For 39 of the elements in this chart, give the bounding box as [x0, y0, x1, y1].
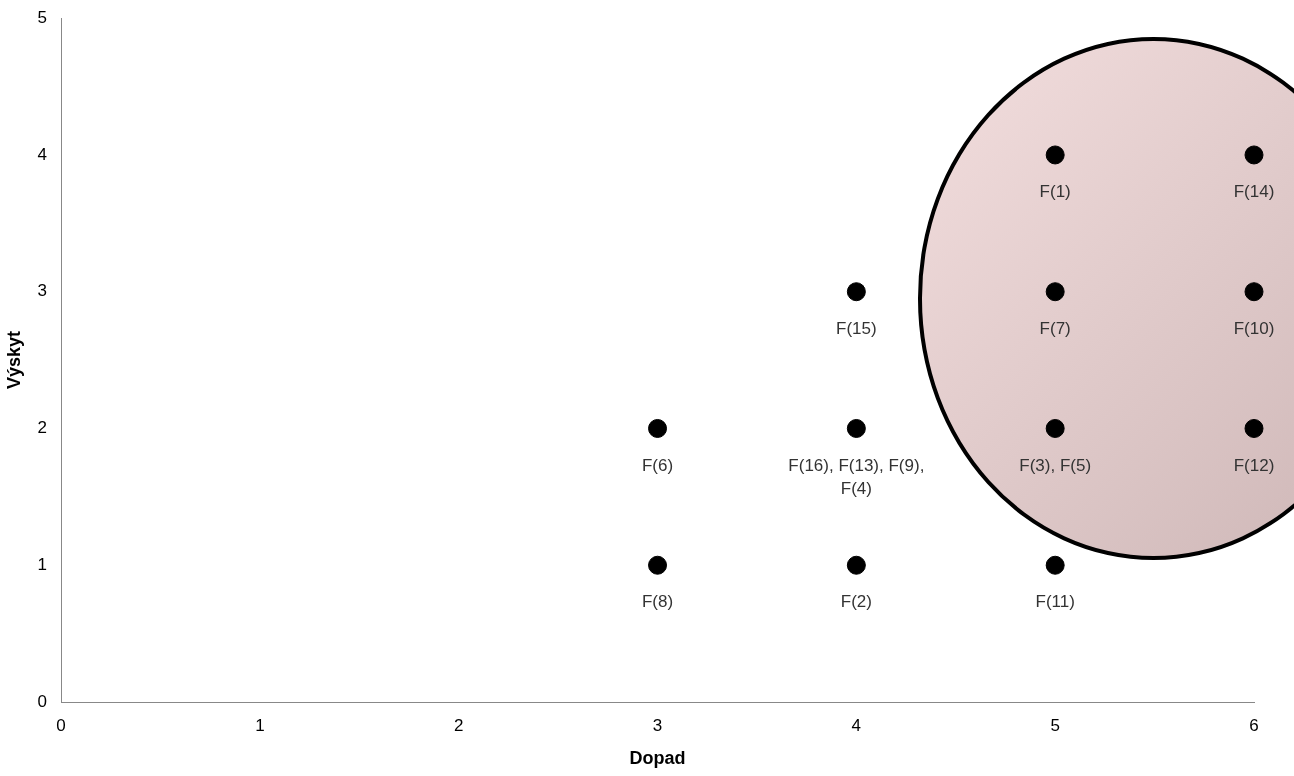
data-label: F(15) — [836, 318, 877, 338]
data-label: F(6) — [641, 455, 674, 475]
point — [1244, 418, 1264, 438]
data-label: F(16), F(13), F(9), F(4) — [788, 455, 925, 498]
y-tick-label: 5 — [37, 7, 48, 27]
point — [648, 418, 668, 438]
point — [1244, 282, 1264, 302]
y-axis-title: Výskyt — [3, 331, 24, 390]
point — [1045, 555, 1065, 575]
y-tick-label: 0 — [37, 691, 48, 711]
data-label: F(8) — [641, 592, 674, 612]
y-tick-label: 4 — [37, 144, 48, 164]
point — [1045, 418, 1065, 438]
y-tick-label: 3 — [37, 281, 48, 301]
data-label: F(2) — [840, 592, 872, 612]
point — [1045, 282, 1065, 302]
data-label: F(14) — [1233, 182, 1275, 202]
x-tick-label: 2 — [453, 715, 464, 735]
y-tick-label: 1 — [37, 554, 48, 574]
data-label: F(10) — [1233, 318, 1275, 338]
point — [846, 555, 866, 575]
x-tick-label: 1 — [255, 715, 265, 735]
point — [1244, 145, 1264, 165]
data-label: F(7) — [1039, 318, 1071, 338]
data-label: F(1) — [1039, 182, 1071, 202]
x-tick-label: 4 — [851, 715, 862, 735]
data-label: F(3), F(5) — [1019, 455, 1092, 475]
point — [846, 418, 866, 438]
point — [1045, 145, 1065, 165]
x-tick-label: 5 — [1050, 715, 1060, 735]
x-axis-title: Dopad — [629, 748, 686, 769]
y-tick-label: 2 — [37, 418, 48, 438]
x-tick-label: 0 — [56, 715, 66, 735]
data-label: F(12) — [1233, 455, 1275, 475]
point — [648, 555, 668, 575]
point — [846, 282, 866, 302]
x-tick-label: 6 — [1249, 715, 1259, 735]
data-label: F(11) — [1035, 592, 1075, 612]
x-tick-label: 3 — [652, 715, 663, 735]
